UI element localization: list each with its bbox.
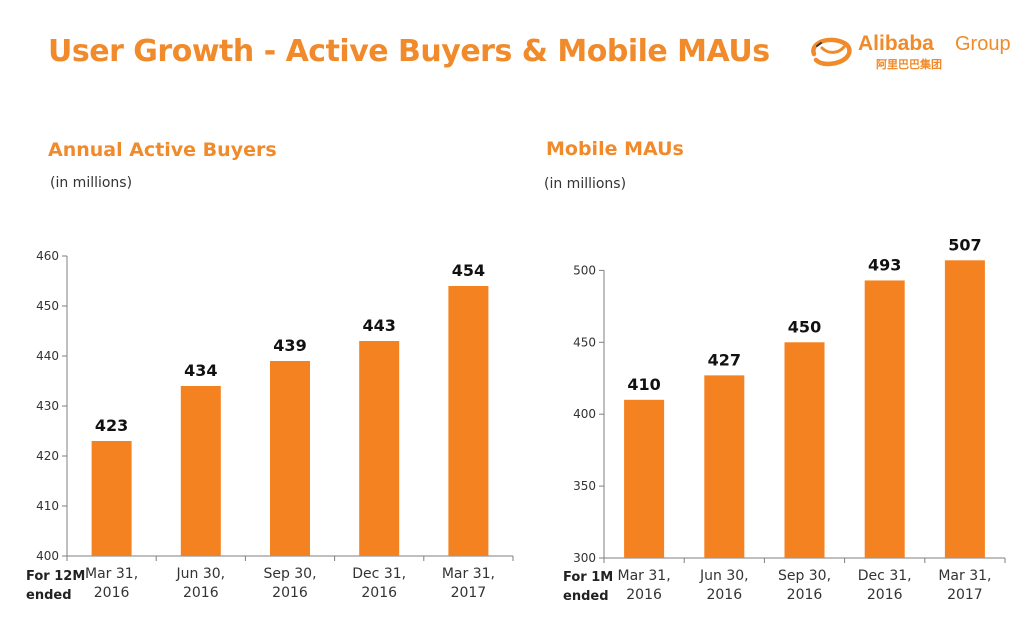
period-label-line-1: For 12M xyxy=(26,569,86,584)
data-label: 450 xyxy=(788,317,821,336)
data-label: 493 xyxy=(868,255,901,274)
y-tick-label: 450 xyxy=(573,335,596,349)
data-label: 454 xyxy=(452,261,485,280)
period-label-line-1: For 1M xyxy=(563,570,614,585)
x-tick-label: 2016 xyxy=(626,587,662,603)
bar xyxy=(359,341,400,556)
data-label: 439 xyxy=(273,336,306,355)
alibaba-smile-logo-icon xyxy=(811,37,852,67)
x-tick-label: 2016 xyxy=(706,587,742,603)
x-tick-label: Sep 30, xyxy=(778,568,831,584)
x-tick-label: Mar 31, xyxy=(618,568,671,584)
x-tick-label: Sep 30, xyxy=(263,566,316,582)
data-label: 410 xyxy=(627,375,660,394)
panel-title-annual-active-buyers: Annual Active Buyers xyxy=(48,139,277,161)
data-label: 434 xyxy=(184,361,217,380)
data-label: 443 xyxy=(362,316,395,335)
x-tick-label: Mar 31, xyxy=(938,568,991,584)
logo-chinese-text: 阿里巴巴集团 xyxy=(876,58,942,71)
bar xyxy=(864,280,905,558)
y-tick-label: 420 xyxy=(36,449,59,463)
x-tick-label: Mar 31, xyxy=(442,566,495,582)
period-label-annual: For 12M ended xyxy=(26,567,85,605)
data-label: 423 xyxy=(95,416,128,435)
x-tick-label: Mar 31, xyxy=(85,566,138,582)
bar xyxy=(448,286,489,556)
x-tick-label: Jun 30, xyxy=(699,568,749,584)
data-label: 507 xyxy=(948,235,981,254)
period-label-mobile: For 1M ended xyxy=(563,568,613,606)
y-tick-label: 440 xyxy=(36,349,59,363)
data-label: 427 xyxy=(708,350,741,369)
x-tick-label: 2017 xyxy=(947,587,983,603)
x-tick-label: 2016 xyxy=(272,585,308,601)
y-tick-label: 430 xyxy=(36,399,59,413)
y-tick-label: 400 xyxy=(573,407,596,421)
x-tick-label: Dec 31, xyxy=(858,568,912,584)
y-tick-label: 410 xyxy=(36,499,59,513)
page-title: User Growth - Active Buyers & Mobile MAU… xyxy=(48,34,770,69)
panel-unit-mobile-maus: (in millions) xyxy=(544,176,627,192)
x-tick-label: 2016 xyxy=(787,587,823,603)
x-tick-label: 2016 xyxy=(94,585,130,601)
y-tick-label: 400 xyxy=(36,549,59,563)
bar xyxy=(180,386,221,556)
period-label-line-2: ended xyxy=(26,588,72,603)
y-tick-label: 350 xyxy=(573,479,596,493)
x-tick-label: 2016 xyxy=(361,585,397,601)
period-label-line-2: ended xyxy=(563,589,609,604)
y-tick-label: 300 xyxy=(573,551,596,565)
panel-unit-annual-active-buyers: (in millions) xyxy=(50,175,133,191)
logo-wordmark: Alibaba xyxy=(858,32,934,55)
y-tick-label: 450 xyxy=(36,299,59,313)
bar xyxy=(784,342,825,558)
x-tick-label: Dec 31, xyxy=(352,566,406,582)
bar xyxy=(270,361,310,556)
bar xyxy=(704,375,745,558)
x-tick-label: Jun 30, xyxy=(176,566,226,582)
logo-group-text: Group xyxy=(955,33,1011,55)
x-tick-label: 2016 xyxy=(183,585,219,601)
bar xyxy=(944,260,985,558)
x-tick-label: 2017 xyxy=(451,585,487,601)
alibaba-group-logo: Alibaba Group 阿里巴巴集团 xyxy=(808,30,1011,76)
bar xyxy=(91,441,132,556)
y-tick-label: 460 xyxy=(36,249,59,263)
x-tick-label: 2016 xyxy=(867,587,903,603)
y-tick-label: 500 xyxy=(573,263,596,277)
bar xyxy=(624,399,665,558)
panel-title-mobile-maus: Mobile MAUs xyxy=(546,138,684,160)
